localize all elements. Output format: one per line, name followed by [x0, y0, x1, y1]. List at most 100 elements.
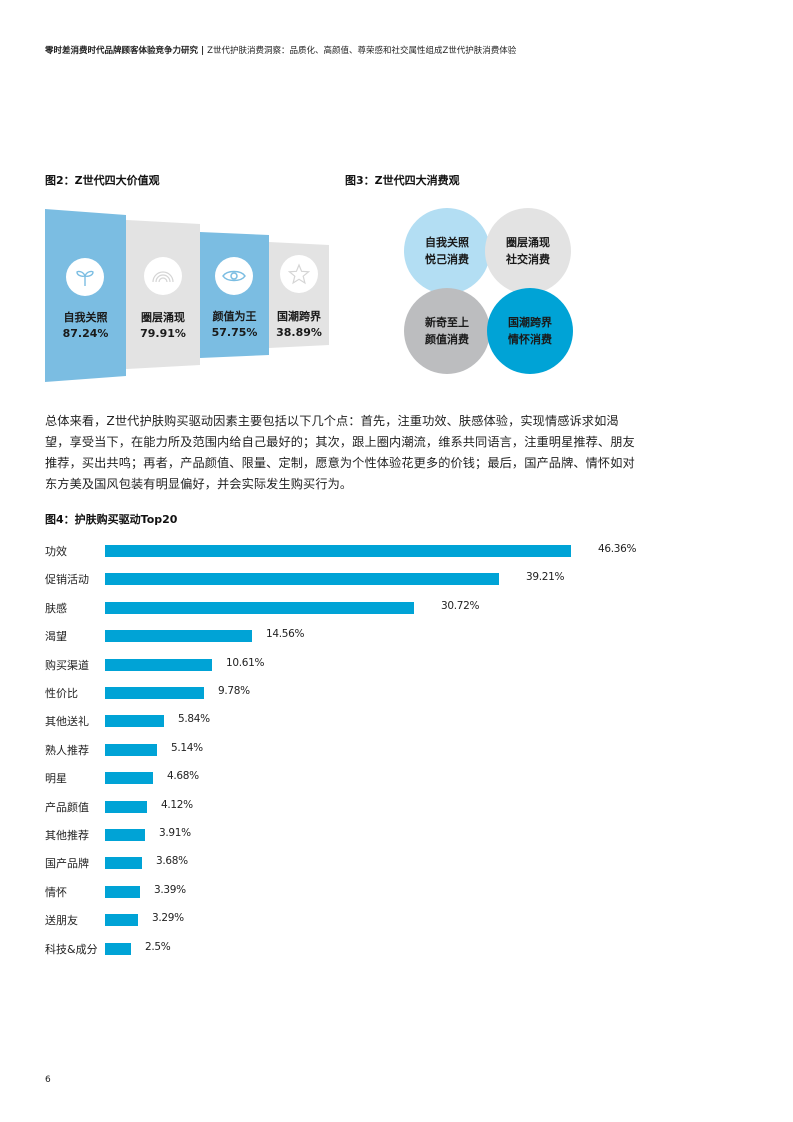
bar-label: 明星	[45, 772, 67, 786]
bar-label: 渴望	[45, 630, 67, 644]
circle-social: 圈层涌现 社交消费	[485, 208, 571, 294]
panel-name: 国潮跨界	[277, 310, 321, 323]
circle-line1: 圈层涌现	[506, 236, 550, 249]
bar-label: 国产品牌	[45, 857, 89, 871]
report-title: 零时差消费时代品牌顾客体验竞争力研究	[45, 46, 199, 56]
circle-line2: 颜值消费	[425, 333, 469, 346]
circle-line2: 悦己消费	[425, 253, 469, 266]
circle-line1: 国潮跨界	[508, 316, 552, 329]
bar	[105, 687, 204, 699]
rainbow-icon-badge	[144, 257, 182, 295]
bar-row: 渴望 14.56%	[45, 628, 745, 644]
bar-value-label: 10.61%	[226, 656, 265, 669]
bar-value-label: 46.36%	[598, 543, 637, 555]
bar-label: 性价比	[45, 687, 78, 700]
bar-label: 功效	[45, 545, 67, 558]
bar-row: 性价比 9.78%	[45, 685, 745, 700]
circle-line2: 社交消费	[506, 253, 550, 266]
bar-value-label: 3.68%	[156, 855, 188, 868]
page-number: 6	[45, 1075, 51, 1085]
figure3-title: 图3：Z世代四大消费观	[345, 174, 460, 187]
bar-value-label: 4.68%	[167, 770, 199, 783]
bar-row: 熟人推荐 5.14%	[45, 741, 745, 757]
eye-icon	[222, 270, 246, 282]
bar-row: 功效 46.36%	[45, 543, 745, 558]
header-separator: |	[201, 46, 205, 56]
bar-label: 购买渠道	[45, 658, 89, 672]
circle-line2: 情怀消费	[508, 333, 552, 346]
sprout-icon	[76, 270, 94, 286]
bar	[105, 715, 164, 728]
section-subtitle: Z世代护肤消费洞察：品质化、高颜值、尊荣感和社交属性组成Z世代护肤消费体验	[207, 46, 517, 56]
bar-row: 其他推荐 3.91%	[45, 827, 745, 842]
bar-row: 送朋友 3.29%	[45, 912, 745, 928]
circle-line1: 新奇至上	[425, 316, 469, 329]
bar-value-label: 4.12%	[161, 798, 193, 811]
bar	[105, 800, 147, 813]
bar-value-label: 39.21%	[526, 571, 565, 584]
bar	[105, 885, 140, 898]
bar	[105, 857, 142, 870]
body-paragraph: 总体来看，Z世代护肤购买驱动因素主要包括以下几个点：首先，注重功效、肤感体验，实…	[45, 414, 635, 491]
circle-nostalgia: 国潮跨界 情怀消费	[487, 288, 573, 374]
bar-row: 情怀 3.39%	[45, 883, 745, 899]
sprout-icon-badge	[66, 258, 104, 296]
bar-value-label: 2.5%	[145, 940, 171, 953]
bar	[105, 630, 252, 643]
running-header: 零时差消费时代品牌顾客体验竞争力研究 | Z世代护肤消费洞察：品质化、高颜值、尊荣感…	[45, 44, 516, 56]
panel-value: 87.24%	[62, 327, 109, 340]
panel-label: 国潮跨界 38.89%	[269, 309, 329, 341]
bar-value-label: 3.91%	[159, 827, 191, 839]
bar-label: 情怀	[45, 885, 67, 899]
bar	[105, 914, 138, 927]
panel-label: 自我关照 87.24%	[45, 310, 126, 342]
panel-name: 自我关照	[63, 311, 108, 324]
bar-label: 促销活动	[45, 573, 89, 587]
bar-label: 产品颜值	[45, 800, 89, 814]
bar-row: 科技&成分 2.5%	[45, 940, 745, 956]
figure4-title: 图4：护肤购买驱动Top20	[45, 513, 178, 526]
panel-shape	[200, 232, 269, 358]
bar	[105, 772, 153, 785]
circle-appearance: 新奇至上 颜值消费	[404, 288, 490, 374]
bar-label: 其他推荐	[45, 829, 89, 842]
panel-name: 颜值为王	[212, 310, 257, 323]
value-panel-circles: 圈层涌现 79.91%	[126, 220, 200, 369]
bar	[105, 658, 212, 671]
bar	[105, 743, 157, 756]
bar	[105, 829, 145, 841]
star-icon	[288, 263, 310, 285]
circle-self-pleasing: 自我关照 悦己消费	[404, 208, 490, 294]
panel-value: 38.89%	[276, 326, 322, 339]
bar	[105, 942, 131, 955]
bar-value-label: 30.72%	[441, 599, 480, 612]
bar-value-label: 9.78%	[218, 685, 250, 697]
bar-label: 其他送礼	[45, 715, 89, 729]
value-panel-guochao: 国潮跨界 38.89%	[269, 242, 329, 348]
eye-icon-badge	[215, 257, 253, 295]
star-icon-badge	[280, 255, 318, 293]
bar-value-label: 3.29%	[152, 912, 184, 925]
figure2-title: 图2：Z世代四大价值观	[45, 174, 160, 187]
panel-label: 圈层涌现 79.91%	[126, 310, 200, 342]
bar-row: 明星 4.68%	[45, 770, 745, 786]
bar-row: 其他送礼 5.84%	[45, 713, 745, 729]
value-panel-appearance: 颜值为王 57.75%	[200, 232, 269, 358]
bar-value-label: 3.39%	[154, 883, 186, 896]
bar-row: 购买渠道 10.61%	[45, 656, 745, 672]
bar	[105, 573, 499, 586]
bar-row: 促销活动 39.21%	[45, 571, 745, 587]
panel-value: 57.75%	[211, 326, 258, 339]
bar-value-label: 14.56%	[266, 628, 305, 641]
circle-line1: 自我关照	[425, 236, 469, 249]
bar-value-label: 5.84%	[178, 713, 210, 726]
bar-value-label: 5.14%	[171, 741, 203, 754]
panel-value: 79.91%	[140, 327, 186, 340]
bar-label: 肤感	[45, 601, 67, 615]
value-panel-self-care: 自我关照 87.24%	[45, 209, 126, 382]
bar-row: 肤感 30.72%	[45, 599, 745, 615]
bar-label: 送朋友	[45, 914, 78, 928]
bar-label: 科技&成分	[45, 942, 98, 956]
bar	[105, 545, 571, 557]
bar	[105, 601, 414, 614]
